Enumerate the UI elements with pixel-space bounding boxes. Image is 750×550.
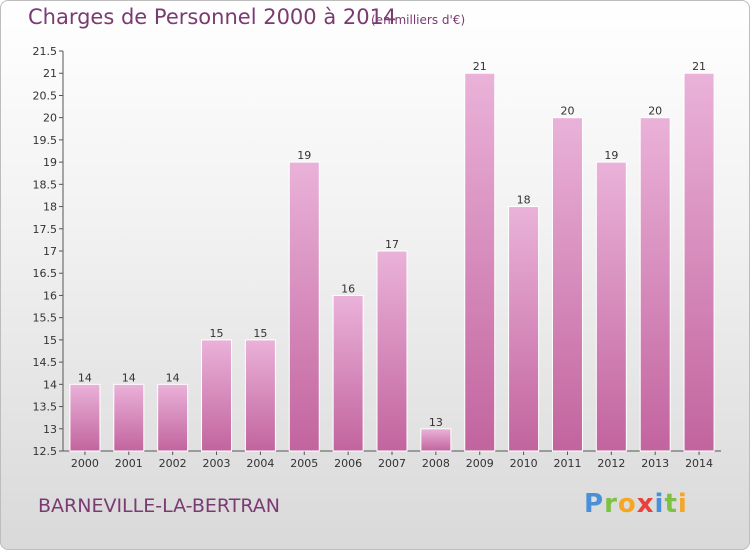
logo-letter: P	[584, 489, 605, 519]
y-tick-label: 13	[43, 423, 57, 436]
bar	[69, 383, 101, 452]
x-tick-label: 2001	[115, 457, 143, 470]
bar	[332, 294, 364, 452]
bar	[595, 161, 627, 452]
x-tick-label: 2009	[466, 457, 494, 470]
x-tick-label: 2008	[422, 457, 450, 470]
y-tick-label: 19.5	[33, 134, 58, 147]
x-tick-label: 2013	[641, 457, 669, 470]
proxiti-logo: Proxiti	[584, 489, 688, 519]
data-label: 19	[604, 149, 618, 162]
logo-letter: r	[604, 489, 618, 519]
y-tick-label: 21	[43, 67, 57, 80]
y-tick-label: 14	[43, 378, 57, 391]
data-label: 15	[253, 327, 267, 340]
logo-letter: i	[677, 489, 688, 519]
x-tick-label: 2003	[203, 457, 231, 470]
data-label: 14	[122, 371, 136, 384]
x-tick-label: 2006	[334, 457, 362, 470]
bar	[508, 206, 540, 452]
y-tick-label: 15.5	[33, 312, 58, 325]
x-tick-label: 2014	[685, 457, 713, 470]
data-label: 21	[473, 60, 487, 73]
y-tick-label: 20	[43, 112, 57, 125]
x-tick-label: 2012	[597, 457, 625, 470]
y-tick-label: 20.5	[33, 89, 58, 102]
data-label: 21	[692, 60, 706, 73]
bar	[113, 383, 145, 452]
y-tick-label: 18.5	[33, 178, 58, 191]
data-label: 14	[166, 371, 180, 384]
bar	[464, 72, 496, 452]
bar	[288, 161, 320, 452]
logo-letter: t	[664, 489, 678, 519]
bar	[376, 250, 408, 452]
y-tick-label: 19	[43, 156, 57, 169]
data-label: 13	[429, 416, 443, 429]
y-tick-label: 17.5	[33, 223, 58, 236]
y-tick-label: 14.5	[33, 356, 58, 369]
bar	[551, 117, 583, 452]
x-tick-label: 2010	[510, 457, 538, 470]
y-tick-label: 21.5	[33, 45, 58, 58]
logo-letter: i	[654, 489, 665, 519]
x-tick-label: 2005	[290, 457, 318, 470]
commune-name: BARNEVILLE-LA-BERTRAN	[38, 495, 280, 517]
data-label: 20	[560, 105, 574, 118]
data-label: 14	[78, 371, 92, 384]
bar	[201, 339, 233, 452]
y-tick-label: 12.5	[33, 445, 58, 458]
data-label: 20	[648, 105, 662, 118]
bar	[420, 428, 452, 452]
data-label: 18	[517, 194, 531, 207]
x-tick-label: 2007	[378, 457, 406, 470]
bar	[683, 72, 715, 452]
bar	[639, 117, 671, 452]
data-label: 15	[210, 327, 224, 340]
y-tick-label: 17	[43, 245, 57, 258]
data-label: 17	[385, 238, 399, 251]
y-tick-label: 15	[43, 334, 57, 347]
x-tick-label: 2004	[246, 457, 274, 470]
y-tick-label: 18	[43, 201, 57, 214]
y-tick-label: 16.5	[33, 267, 58, 280]
logo-letter: o	[617, 489, 637, 519]
data-label: 19	[297, 149, 311, 162]
y-tick-label: 13.5	[33, 401, 58, 414]
x-tick-label: 2002	[159, 457, 187, 470]
data-label: 16	[341, 282, 355, 295]
x-tick-label: 2000	[71, 457, 99, 470]
x-tick-label: 2011	[553, 457, 581, 470]
logo-letter: x	[636, 489, 655, 519]
chart-subtitle: (en milliers d'€)	[371, 13, 466, 27]
chart-title: Charges de Personnel 2000 à 2014	[28, 5, 397, 29]
y-tick-label: 16	[43, 289, 57, 302]
bar	[244, 339, 276, 452]
bar	[157, 383, 189, 452]
